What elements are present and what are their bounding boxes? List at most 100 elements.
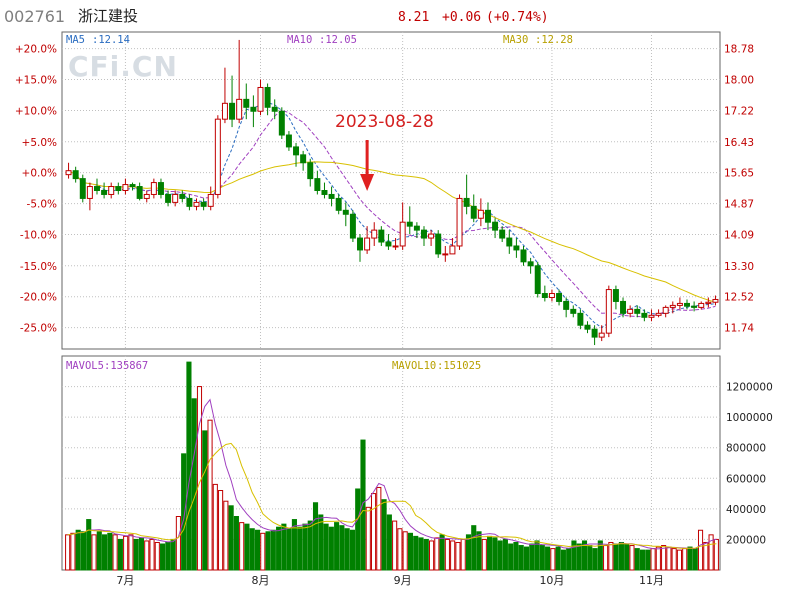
candle-body bbox=[669, 304, 676, 308]
candle bbox=[300, 150, 307, 171]
percent-tick: -25.0% bbox=[20, 323, 57, 335]
volume-bar bbox=[655, 546, 661, 571]
volume-bar bbox=[560, 549, 566, 571]
price-tick: 11.74 bbox=[724, 323, 754, 335]
volume-bar bbox=[218, 490, 224, 571]
candle-body bbox=[556, 293, 563, 302]
volume-bar bbox=[571, 540, 577, 571]
candle-body bbox=[598, 332, 605, 338]
candle bbox=[271, 99, 278, 120]
candle bbox=[157, 178, 164, 199]
candle-body bbox=[335, 197, 342, 211]
candle-body bbox=[186, 197, 193, 207]
candle bbox=[243, 83, 250, 120]
volume-bar bbox=[260, 532, 266, 571]
volume-bar bbox=[107, 532, 113, 571]
candle-body bbox=[520, 249, 527, 263]
candle-body bbox=[577, 312, 584, 326]
candle bbox=[293, 142, 300, 167]
mavol10-label: MAVOL10 bbox=[392, 360, 436, 372]
volume-bar bbox=[244, 523, 250, 571]
candle-body bbox=[641, 312, 648, 318]
volume-bar bbox=[608, 541, 614, 571]
candle-body bbox=[293, 146, 300, 156]
price-tick: 18.78 bbox=[724, 44, 754, 56]
volume-bar bbox=[149, 538, 155, 571]
candle bbox=[442, 245, 449, 262]
candle-body bbox=[691, 305, 698, 308]
candle bbox=[321, 182, 328, 199]
volume-bar bbox=[518, 545, 524, 571]
volume-bar bbox=[413, 535, 419, 571]
price-tick: 12.52 bbox=[724, 292, 754, 304]
candle bbox=[548, 289, 555, 302]
candle bbox=[520, 245, 527, 266]
volume-bar bbox=[492, 537, 498, 571]
candle-body bbox=[492, 221, 499, 231]
volume-bar bbox=[112, 534, 118, 571]
candle bbox=[65, 162, 72, 179]
candle-body bbox=[684, 302, 690, 307]
candle-body bbox=[207, 193, 214, 207]
candle bbox=[143, 190, 150, 203]
volume-bar bbox=[249, 528, 255, 571]
candle bbox=[705, 297, 712, 308]
volume-bar bbox=[618, 541, 624, 571]
stock-name: 浙江建投 bbox=[78, 7, 138, 25]
candle bbox=[591, 325, 598, 346]
candle-body bbox=[513, 245, 520, 251]
candle-body bbox=[65, 170, 72, 176]
price-tick: 17.22 bbox=[724, 105, 754, 117]
candle-body bbox=[406, 221, 413, 227]
volume-bar bbox=[639, 549, 646, 571]
candle bbox=[186, 194, 193, 211]
candle-body bbox=[584, 324, 591, 330]
candle-body bbox=[428, 233, 435, 239]
candle-body bbox=[101, 190, 108, 195]
percent-tick: +20.0% bbox=[15, 44, 57, 56]
candle-body bbox=[399, 221, 406, 247]
mavol5-label: MAVOL5 bbox=[66, 360, 104, 372]
volume-bar bbox=[307, 520, 313, 571]
volume-bar bbox=[513, 541, 519, 571]
volume-bar bbox=[629, 545, 635, 571]
price-tick: 18.00 bbox=[724, 75, 754, 87]
month-axis: 7月 8月 9月 10月 11月 bbox=[116, 574, 664, 587]
candle bbox=[605, 285, 612, 338]
volume-bar bbox=[465, 534, 472, 571]
volume-bar bbox=[75, 529, 81, 571]
candle-body bbox=[484, 209, 491, 223]
candle-body bbox=[250, 106, 257, 112]
volume-tick: 200000 bbox=[726, 534, 766, 546]
candle-body bbox=[698, 302, 705, 308]
stock-price: 8.21 bbox=[398, 10, 429, 25]
ma10-value: :12.05 bbox=[319, 34, 357, 46]
volume-bar bbox=[96, 531, 102, 571]
candle bbox=[236, 39, 243, 124]
volume-bar bbox=[434, 537, 440, 571]
volume-bar bbox=[133, 538, 139, 571]
volume-bar bbox=[196, 386, 203, 571]
candle bbox=[257, 79, 264, 116]
month-label: 9月 bbox=[394, 574, 412, 587]
price-tick: 16.43 bbox=[724, 137, 754, 149]
ma5-label: MA5 bbox=[66, 34, 85, 46]
volume-bar bbox=[703, 541, 709, 571]
candle-body bbox=[421, 229, 427, 239]
candle bbox=[669, 301, 676, 314]
volume-bar bbox=[381, 499, 387, 571]
candle-body bbox=[541, 293, 548, 298]
candle-body bbox=[72, 170, 79, 180]
candle bbox=[655, 309, 662, 318]
volume-bar bbox=[676, 549, 683, 571]
volume-bar bbox=[202, 430, 208, 571]
candle-body bbox=[357, 237, 363, 251]
candle bbox=[634, 305, 641, 318]
volume-tick: 600000 bbox=[726, 473, 766, 485]
candle-body bbox=[328, 193, 335, 199]
volume-bar bbox=[613, 543, 619, 571]
candle-body bbox=[534, 265, 541, 295]
candle-body bbox=[662, 306, 669, 314]
percent-axis: +20.0% +15.0% +10.0% +5.0% +0.0% -5.0% -10.0% -… bbox=[15, 44, 57, 335]
